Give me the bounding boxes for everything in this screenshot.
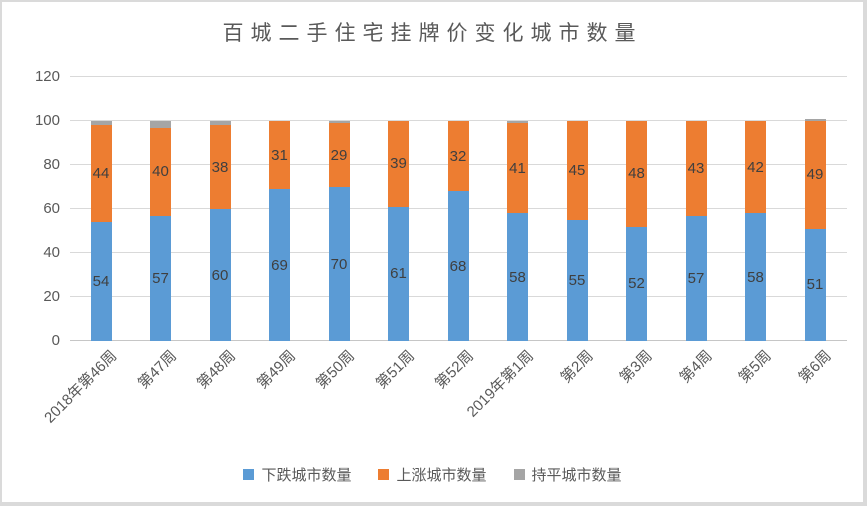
y-axis-tick-label: 120 bbox=[34, 68, 60, 85]
y-axis-tick-label: 80 bbox=[43, 156, 60, 173]
x-axis-tick-label: 第49周 bbox=[253, 347, 299, 393]
x-axis-tick-label: 第51周 bbox=[372, 347, 418, 393]
bar-data-label: 38 bbox=[211, 158, 229, 176]
bar-data-label: 43 bbox=[687, 159, 705, 177]
bar-data-label: 42 bbox=[747, 158, 764, 176]
x-axis-tick-label: 第5周 bbox=[735, 347, 775, 387]
chart-title: 百城二手住宅挂牌价变化城市数量 bbox=[222, 22, 643, 45]
x-axis-tick-label: 第6周 bbox=[795, 347, 835, 387]
bar-data-label: 57 bbox=[687, 269, 705, 287]
bar-segment: 44 bbox=[90, 125, 112, 223]
legend-label: 持平城市数量 bbox=[531, 467, 622, 484]
x-axis-tick-label: 第3周 bbox=[616, 347, 656, 387]
bar-segment: 41 bbox=[507, 123, 528, 214]
bar-data-label: 45 bbox=[568, 162, 586, 179]
bar-segment: 51 bbox=[804, 228, 826, 341]
bar-segment: 43 bbox=[685, 121, 707, 216]
x-axis-tick-label: 第50周 bbox=[313, 347, 359, 393]
bar-segment: 69 bbox=[269, 189, 290, 341]
y-axis-tick-label: 40 bbox=[43, 244, 60, 261]
legend-item: 下跌城市数量 bbox=[243, 464, 351, 485]
bar-data-label: 51 bbox=[806, 276, 824, 294]
bar-data-label: 44 bbox=[92, 165, 110, 183]
legend-item: 上涨城市数量 bbox=[378, 464, 487, 485]
bar-data-label: 31 bbox=[271, 146, 288, 164]
x-axis-tick-label: 第52周 bbox=[432, 347, 478, 393]
bar-segment: 45 bbox=[566, 121, 588, 220]
bar-data-label: 41 bbox=[509, 159, 526, 177]
bar-segment: 57 bbox=[685, 215, 707, 341]
bar-segment bbox=[150, 121, 171, 128]
bar-data-label: 70 bbox=[330, 255, 348, 273]
bar-segment: 40 bbox=[150, 127, 171, 216]
bar-segment: 48 bbox=[626, 121, 647, 227]
bar-segment: 32 bbox=[447, 121, 469, 192]
bar-segment: 57 bbox=[150, 215, 171, 341]
bar-data-label: 32 bbox=[449, 147, 467, 165]
bar-data-label: 29 bbox=[330, 146, 348, 164]
bar-segment: 54 bbox=[90, 222, 112, 341]
bar-data-label: 48 bbox=[628, 165, 645, 183]
plot-area: 54 44 57 40 60 38 69 31 70 29 61 39 68 32 58 41 55 45 52 48… bbox=[70, 76, 847, 341]
bar-segment bbox=[804, 118, 826, 121]
bar-segment: 61 bbox=[388, 206, 409, 341]
legend-item: 持平城市数量 bbox=[513, 464, 622, 485]
y-axis-tick-label: 100 bbox=[34, 112, 60, 129]
legend: 下跌城市数量 上涨城市数量 持平城市数量 bbox=[2, 464, 863, 485]
bar-data-label: 58 bbox=[509, 268, 526, 286]
bar-segment: 60 bbox=[209, 209, 231, 341]
bar-data-label: 69 bbox=[271, 256, 288, 274]
x-axis-tick-label: 第48周 bbox=[194, 347, 240, 393]
legend-label: 上涨城市数量 bbox=[396, 467, 487, 484]
legend-marker-icon bbox=[513, 469, 525, 480]
bar-segment bbox=[90, 121, 112, 126]
bar-data-label: 49 bbox=[806, 166, 824, 184]
x-axis-tick-label: 第47周 bbox=[134, 347, 180, 393]
legend-marker-icon bbox=[243, 469, 255, 480]
x-axis-tick-label: 第4周 bbox=[676, 347, 716, 387]
gridline bbox=[70, 120, 847, 121]
legend-marker-icon bbox=[378, 469, 390, 480]
y-axis-tick-label: 20 bbox=[43, 288, 60, 305]
bar-data-label: 55 bbox=[568, 272, 586, 289]
bar-data-label: 57 bbox=[152, 269, 169, 287]
y-axis-tick-label: 60 bbox=[43, 200, 60, 217]
bar-segment: 68 bbox=[447, 191, 469, 341]
bar-segment: 42 bbox=[745, 121, 766, 214]
bar-segment: 38 bbox=[209, 125, 231, 209]
legend-label: 下跌城市数量 bbox=[261, 467, 352, 484]
bar-segment: 55 bbox=[566, 220, 588, 341]
bar-segment: 29 bbox=[328, 123, 350, 187]
bar-data-label: 61 bbox=[390, 265, 407, 283]
bar-data-label: 68 bbox=[449, 257, 467, 275]
bar-segment: 70 bbox=[328, 187, 350, 341]
x-axis-tick-label: 第2周 bbox=[557, 347, 597, 387]
bar-segment: 39 bbox=[388, 121, 409, 207]
bar-segment: 49 bbox=[804, 121, 826, 229]
bar-segment: 31 bbox=[269, 121, 290, 190]
bar-segment bbox=[328, 121, 350, 124]
bar-data-label: 60 bbox=[211, 266, 229, 284]
bar-data-label: 54 bbox=[92, 273, 110, 291]
bar-segment: 52 bbox=[626, 226, 647, 341]
bar-segment bbox=[507, 121, 528, 124]
bar-data-label: 39 bbox=[390, 155, 407, 173]
y-axis-tick-label: 0 bbox=[51, 332, 60, 349]
gridline bbox=[70, 76, 847, 77]
bar-segment bbox=[209, 121, 231, 126]
bar-segment: 58 bbox=[745, 213, 766, 341]
bar-data-label: 58 bbox=[747, 268, 764, 286]
bar-segment: 58 bbox=[507, 213, 528, 341]
bar-data-label: 40 bbox=[152, 163, 169, 181]
x-axis-tick-label: 2018年第46周 bbox=[41, 347, 121, 427]
bar-data-label: 52 bbox=[628, 275, 645, 293]
